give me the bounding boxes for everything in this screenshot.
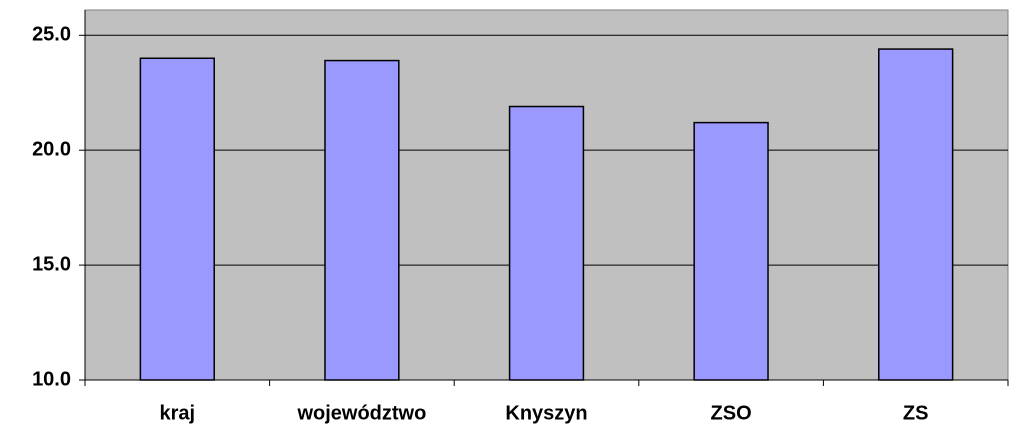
- x-tick-label: kraj: [160, 402, 196, 424]
- x-tick-label: Knyszyn: [505, 402, 587, 424]
- x-tick-label: ZS: [903, 402, 929, 424]
- y-tick-label: 20.0: [32, 138, 71, 160]
- bar: [693, 121, 769, 381]
- y-tick-label: 10.0: [32, 368, 71, 390]
- bar: [324, 59, 400, 381]
- x-tick-label: województwo: [296, 402, 426, 424]
- x-tick-label: ZSO: [711, 402, 752, 424]
- y-tick-label: 25.0: [32, 24, 71, 46]
- bar: [139, 57, 215, 381]
- bar: [508, 105, 585, 381]
- bar: [878, 48, 954, 381]
- y-tick-label: 15.0: [32, 253, 71, 275]
